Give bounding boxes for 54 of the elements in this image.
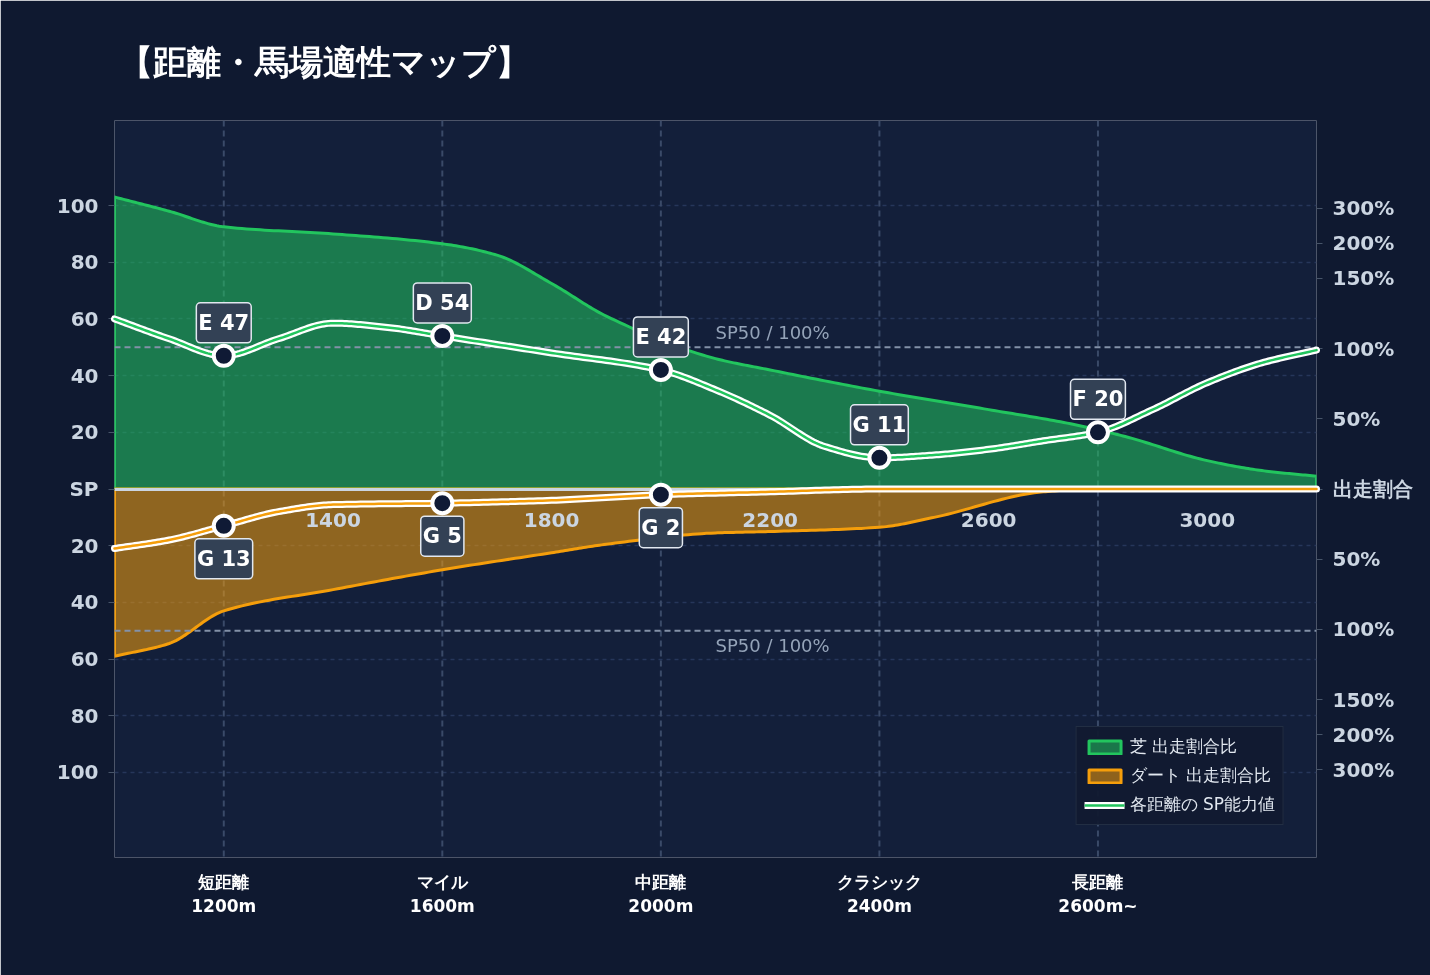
chart-title: 【距離・馬場適性マップ】 bbox=[118, 41, 530, 82]
x-tick-label: 2600 bbox=[960, 508, 1017, 532]
ref-line-label: マイル 1600m bbox=[409, 871, 475, 916]
category-label: 出走割合 bbox=[1332, 477, 1413, 501]
x-tick-label: 3000 bbox=[1179, 508, 1236, 532]
point bbox=[1085, 420, 1110, 445]
category-label: 200% bbox=[1332, 722, 1395, 747]
point bbox=[430, 323, 455, 348]
data-label: E 47 bbox=[198, 310, 250, 335]
point bbox=[211, 343, 236, 368]
y-tick-label: 40 bbox=[70, 590, 99, 615]
ref-line-label: 短距離 1200m bbox=[191, 871, 257, 916]
y-tick-label: 80 bbox=[70, 250, 99, 275]
category-label: 150% bbox=[1332, 266, 1395, 291]
ref-line-label: SP50 / 100% bbox=[715, 322, 830, 344]
point bbox=[430, 491, 455, 516]
data-label: G 2 bbox=[641, 515, 681, 540]
x-tick-label: 2200 bbox=[742, 508, 798, 532]
data-label: F 20 bbox=[1072, 387, 1124, 412]
category-label: 50% bbox=[1332, 406, 1381, 431]
y-tick-label: 60 bbox=[70, 306, 99, 331]
data-label: G 5 bbox=[422, 524, 462, 549]
category-label: 150% bbox=[1332, 687, 1395, 712]
legend-label: ダート 出走割合比 bbox=[1129, 764, 1271, 787]
data-label: D 54 bbox=[415, 290, 470, 315]
point bbox=[867, 445, 892, 470]
legend-label: 芝 出走割合比 bbox=[1129, 735, 1237, 758]
category-label: 100% bbox=[1332, 617, 1395, 642]
y-tick-label: 20 bbox=[70, 420, 99, 445]
x-tick-label: 1400 bbox=[305, 508, 361, 532]
data-label: E 42 bbox=[635, 324, 687, 349]
y-tick-label: 100 bbox=[56, 760, 99, 785]
x-tick-label: 1800 bbox=[523, 508, 580, 532]
category-label: 50% bbox=[1332, 547, 1381, 572]
y-tick-label: 40 bbox=[70, 363, 99, 388]
ref-line-label: クラシック 2400m bbox=[836, 871, 922, 916]
legend-label: 各距離の SP能力値 bbox=[1129, 793, 1275, 816]
data-label: G 11 bbox=[852, 412, 907, 437]
ref-line-label: SP50 / 100% bbox=[715, 634, 830, 656]
y-tick-label: 100 bbox=[56, 193, 99, 218]
point bbox=[648, 482, 673, 507]
y-tick-label: SP bbox=[69, 477, 99, 501]
point bbox=[211, 513, 236, 538]
category-label: 300% bbox=[1332, 196, 1395, 221]
y-tick-label: 80 bbox=[70, 703, 99, 728]
data-label: G 13 bbox=[196, 546, 251, 571]
category-label: 200% bbox=[1332, 231, 1395, 256]
category-label: 100% bbox=[1332, 336, 1395, 361]
y-tick-label: 60 bbox=[70, 647, 99, 672]
category-label: 300% bbox=[1332, 757, 1395, 782]
ref-line-label: 長距離 2600m~ bbox=[1058, 871, 1138, 916]
ref-line-label: 中距離 2000m bbox=[628, 871, 694, 916]
point bbox=[648, 357, 673, 382]
y-tick-label: 20 bbox=[70, 533, 99, 558]
